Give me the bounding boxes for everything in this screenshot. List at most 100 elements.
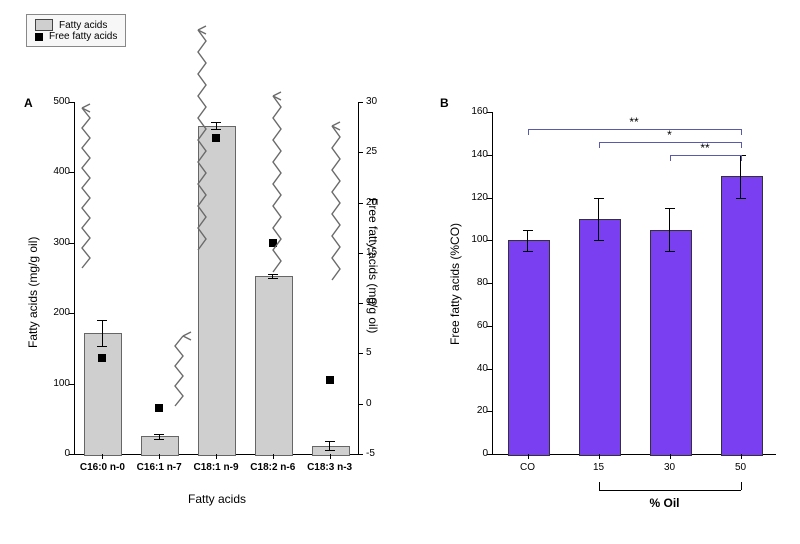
legend-marker-swatch (35, 33, 43, 41)
legend-label: Fatty acids (59, 20, 107, 31)
panel-b-ytick-label: 140 (460, 149, 488, 160)
panel-a-y2tick-label: 30 (366, 96, 377, 107)
panel-a-y2tick (358, 102, 363, 103)
panel-a-marker (326, 376, 334, 384)
panel-a-errbar-cap (97, 346, 107, 347)
molecule-icon (255, 84, 315, 276)
panel-b-xtick (670, 454, 671, 459)
sig-bracket (670, 155, 671, 161)
sig-bracket (528, 129, 529, 135)
panel-a-y2tick-label: 0 (366, 398, 372, 409)
panel-b-errbar (527, 230, 528, 251)
panel-b-errbar-cap (736, 198, 746, 199)
sig-label: ** (700, 141, 709, 155)
panel-a-y2tick-label: 5 (366, 347, 372, 358)
panel-a-ytick-label: 100 (40, 378, 70, 389)
molecule-icon (314, 114, 374, 284)
panel-b-xlabel: 30 (664, 462, 675, 473)
sig-bracket (599, 142, 600, 148)
panel-b-errbar-cap (523, 230, 533, 231)
panel-b-errbar-cap (594, 240, 604, 241)
panel-a-errbar-cap (268, 278, 278, 279)
panel-a-bar (84, 333, 122, 456)
panel-b-ytitle: Free fatty acids (%CO) (448, 223, 462, 345)
sig-label: * (667, 128, 672, 142)
panel-b-errbar (669, 208, 670, 251)
legend-label: Free fatty acids (49, 31, 117, 42)
legend-bar-swatch (35, 19, 53, 31)
panel-b-ytick-label: 20 (460, 405, 488, 416)
panel-b-ytick-label: 0 (460, 448, 488, 459)
panel-b-errbar-cap (665, 251, 675, 252)
panel-a-errbar (329, 441, 330, 451)
panel-b-xtick (741, 454, 742, 459)
panel-b-bar (579, 219, 621, 456)
panel-a-errbar-cap (325, 441, 335, 442)
oil-bracket (741, 482, 742, 490)
panel-a-errbar-cap (154, 434, 164, 435)
panel-a-xtick (102, 454, 103, 459)
oil-bracket (599, 482, 600, 490)
panel-a-y2tick-label: -5 (366, 448, 375, 459)
panel-a-xlabel: C18:3 n-3 (307, 462, 352, 473)
figure-root: Fatty acidsFree fatty acids A B 01002003… (0, 0, 800, 544)
panel-a-y2tick (358, 353, 363, 354)
panel-a-xlabel: C18:2 n-6 (250, 462, 295, 473)
panel-a-xtick (330, 454, 331, 459)
molecule-icon (64, 96, 124, 272)
panel-b-ytick-label: 60 (460, 320, 488, 331)
panel-b-xlabel: 15 (593, 462, 604, 473)
panel-b-xtick (528, 454, 529, 459)
panel-a-xtitle: Fatty acids (188, 492, 246, 506)
panel-b-ytick-label: 160 (460, 106, 488, 117)
panel-b-errbar-cap (594, 198, 604, 199)
panel-a-bar (255, 276, 293, 456)
panel-a-xlabel: C16:0 n-0 (80, 462, 125, 473)
panel-b-errbar (598, 198, 599, 241)
panel-a-errbar-cap (325, 450, 335, 451)
panel-b-bar (721, 176, 763, 456)
panel-a-y2tick (358, 303, 363, 304)
legend-box: Fatty acidsFree fatty acids (26, 14, 126, 47)
panel-a-marker (98, 354, 106, 362)
panel-b-y-axis (492, 112, 493, 454)
panel-b-errbar-cap (665, 208, 675, 209)
panel-a-errbar-cap (97, 320, 107, 321)
legend-row: Fatty acids (35, 19, 117, 31)
legend-row: Free fatty acids (35, 31, 117, 42)
panel-b-ytick-label: 40 (460, 363, 488, 374)
panel-a-label: A (24, 96, 33, 110)
panel-a-y2tick (358, 454, 363, 455)
panel-a-xtick (273, 454, 274, 459)
panel-a-xlabel: C16:1 n-7 (137, 462, 182, 473)
molecule-icon (157, 324, 217, 410)
sig-bracket (741, 129, 742, 135)
sig-bracket (670, 155, 741, 156)
panel-b-errbar-cap (523, 251, 533, 252)
panel-a-y2tick (358, 404, 363, 405)
sig-bracket (741, 142, 742, 148)
panel-b-label: B (440, 96, 449, 110)
panel-b-xlabel: 50 (735, 462, 746, 473)
panel-a-xtick (159, 454, 160, 459)
panel-b-bar (508, 240, 550, 456)
sig-label: ** (629, 115, 638, 129)
panel-b-bar (650, 230, 692, 456)
panel-b-ytick-label: 80 (460, 277, 488, 288)
sig-bracket (741, 155, 742, 161)
panel-a-errbar-cap (154, 439, 164, 440)
sig-bracket (528, 129, 741, 130)
panel-a-xtick (216, 454, 217, 459)
panel-a-ytitle: Fatty acids (mg/g oil) (26, 237, 40, 348)
panel-b-xtick (599, 454, 600, 459)
panel-b-xtitle: % Oil (650, 496, 680, 510)
panel-b-xlabel: CO (520, 462, 535, 473)
oil-bracket (599, 490, 741, 491)
panel-b-ytick-label: 120 (460, 192, 488, 203)
panel-a-errbar (102, 320, 103, 345)
molecule-icon (180, 18, 240, 254)
panel-a-ytick-label: 200 (40, 307, 70, 318)
panel-a-xlabel: C18:1 n-9 (193, 462, 238, 473)
panel-b-errbar (740, 155, 741, 198)
panel-b-ytick-label: 100 (460, 234, 488, 245)
